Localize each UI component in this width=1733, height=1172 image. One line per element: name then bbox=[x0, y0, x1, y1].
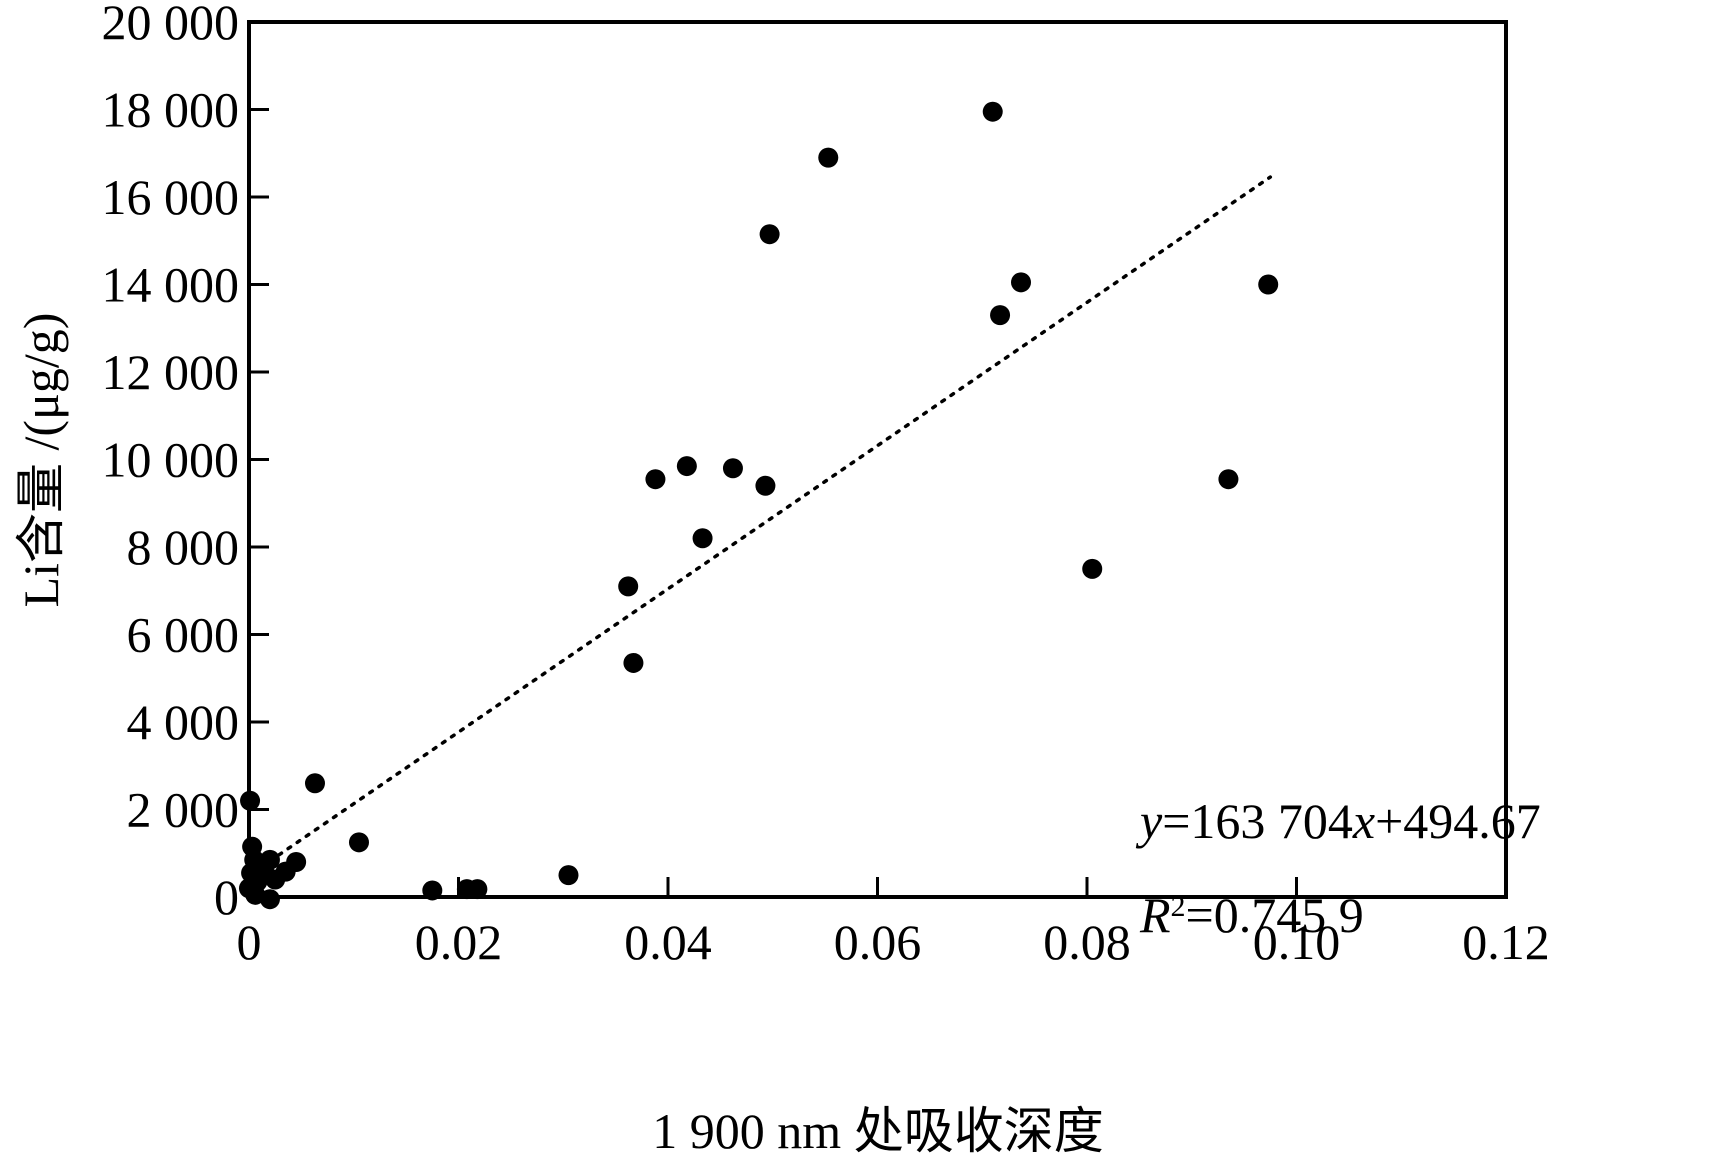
data-point bbox=[990, 305, 1011, 326]
y-tick-label: 4 000 bbox=[127, 694, 240, 750]
equation-slope: =163 704 bbox=[1162, 793, 1353, 849]
data-point bbox=[759, 224, 780, 245]
data-point bbox=[623, 652, 644, 673]
y-axis-ticks: 0 2 000 4 000 6 000 8 000 10 000 12 000 14 000 1… bbox=[102, 0, 269, 925]
equation-y-var: y bbox=[1135, 793, 1163, 849]
y-tick-label: 20 000 bbox=[102, 0, 240, 50]
y-tick-label: 6 000 bbox=[127, 607, 240, 663]
y-tick-label: 18 000 bbox=[102, 82, 240, 138]
data-point bbox=[676, 456, 697, 477]
regression-equation: y=163 704x+494.67 bbox=[1135, 793, 1541, 849]
y-tick-label: 16 000 bbox=[102, 169, 240, 225]
x-tick-label: 0 bbox=[237, 914, 262, 970]
data-point bbox=[755, 475, 776, 496]
data-point bbox=[982, 101, 1003, 122]
x-tick-label: 0.12 bbox=[1462, 914, 1550, 970]
data-point bbox=[1258, 274, 1279, 295]
r2-superscript: 2 bbox=[1171, 890, 1186, 923]
data-point bbox=[259, 889, 280, 910]
x-tick-label: 0.04 bbox=[624, 914, 712, 970]
data-point bbox=[645, 469, 666, 490]
trendline bbox=[268, 175, 1273, 863]
y-axis-title: Li含量 /(μg/g) bbox=[13, 313, 69, 608]
data-point bbox=[348, 832, 369, 853]
data-point bbox=[692, 528, 713, 549]
x-tick-label: 0.02 bbox=[415, 914, 503, 970]
x-tick-label: 0.10 bbox=[1253, 914, 1341, 970]
x-axis-title: 1 900 nm 处吸收深度 bbox=[652, 1103, 1103, 1159]
data-point bbox=[818, 147, 839, 168]
x-tick-label: 0.06 bbox=[834, 914, 922, 970]
equation-x-var: x bbox=[1352, 793, 1375, 849]
y-tick-label: 12 000 bbox=[102, 344, 240, 400]
r2-value: =0.745 9 bbox=[1186, 887, 1364, 943]
equation-intercept: +494.67 bbox=[1375, 793, 1541, 849]
r2-symbol: R bbox=[1139, 887, 1171, 943]
data-point bbox=[618, 576, 639, 597]
data-point bbox=[722, 458, 743, 479]
y-tick-label: 8 000 bbox=[127, 519, 240, 575]
r-squared-annotation: R2=0.745 9 bbox=[1139, 887, 1364, 943]
y-tick-label: 10 000 bbox=[102, 432, 240, 488]
data-point bbox=[286, 852, 307, 872]
data-point bbox=[259, 849, 280, 870]
trendline-layer bbox=[268, 175, 1273, 863]
data-point bbox=[1011, 272, 1032, 293]
data-point bbox=[1218, 469, 1239, 490]
y-tick-label: 0 bbox=[214, 869, 239, 925]
y-tick-label: 2 000 bbox=[127, 782, 240, 838]
x-tick-label: 0.08 bbox=[1043, 914, 1131, 970]
data-point bbox=[1082, 558, 1103, 579]
y-tick-label: 14 000 bbox=[102, 257, 240, 313]
data-point bbox=[467, 879, 488, 900]
data-point bbox=[304, 773, 325, 794]
data-point bbox=[558, 865, 579, 886]
x-axis-ticks: 0 0.02 0.04 0.06 0.08 0.10 0.12 bbox=[237, 877, 1550, 970]
